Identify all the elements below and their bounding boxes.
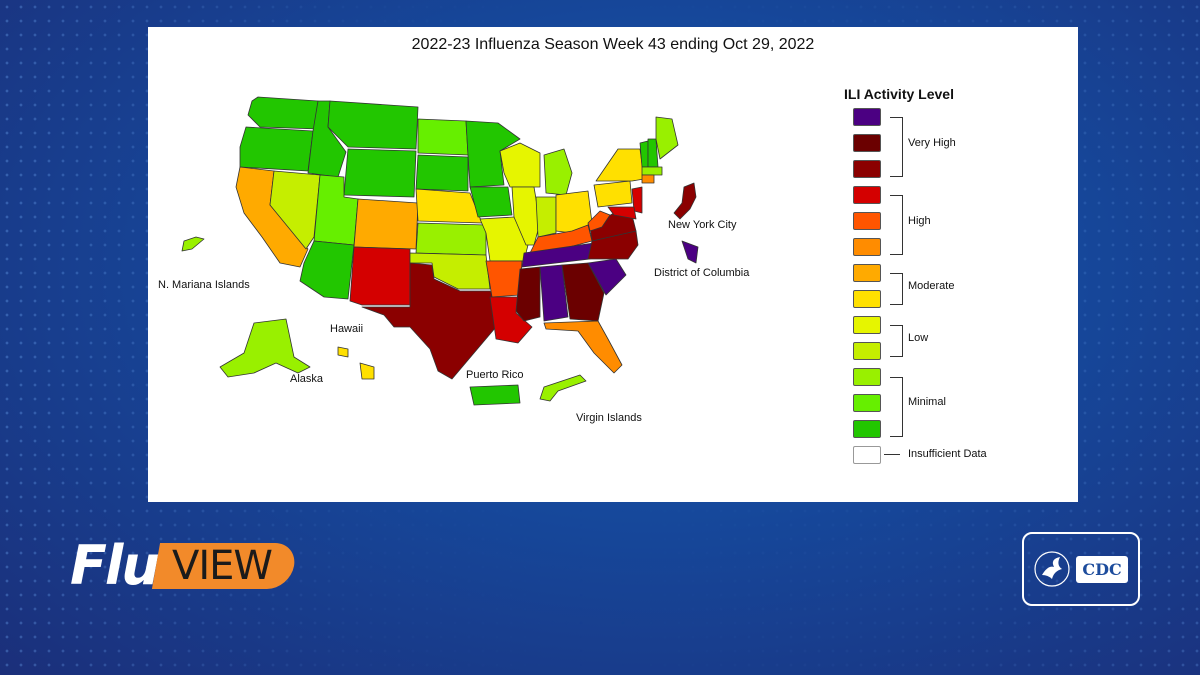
map-panel: 2022-23 Influenza Season Week 43 ending …	[148, 27, 1078, 502]
logo-view-word: VIEW	[171, 543, 272, 589]
inset-alaska	[219, 318, 311, 378]
legend-label-minimal: Minimal	[908, 396, 946, 408]
state-colorado	[353, 198, 419, 250]
bracket-moderate	[890, 273, 903, 305]
label-puerto-rico: Puerto Rico	[466, 369, 524, 381]
cdc-logo-badge: CDC	[1022, 532, 1140, 606]
label-virgin-islands: Virgin Islands	[576, 412, 642, 424]
state-connecticut	[641, 174, 655, 184]
label-alaska: Alaska	[290, 373, 324, 385]
bracket-low	[890, 325, 903, 357]
legend-title: ILI Activity Level	[844, 86, 954, 102]
state-wyoming	[343, 148, 417, 198]
label-hawaii: Hawaii	[330, 323, 364, 335]
state-west-virginia	[587, 210, 611, 232]
state-wisconsin	[499, 142, 541, 188]
legend-swatch-14	[853, 446, 881, 464]
legend-swatch-12	[853, 394, 881, 412]
legend-label-moderate: Moderate	[908, 280, 955, 292]
state-indiana	[535, 196, 557, 238]
state-georgia	[561, 262, 605, 322]
legend-swatch-4	[853, 186, 881, 204]
state-massachusetts	[641, 166, 663, 176]
logo-view-pill: VIEW	[151, 543, 298, 589]
legend-swatch-3	[853, 160, 881, 178]
state-new-mexico	[349, 246, 411, 306]
inset-virgin-islands	[539, 374, 587, 402]
legend-swatch-13	[853, 420, 881, 438]
legend-swatch-11	[853, 368, 881, 386]
state-south-carolina	[587, 258, 627, 296]
legend-swatch-1	[853, 108, 881, 126]
inset-n-mariana-islands	[181, 236, 205, 252]
insufficient-connector	[884, 454, 900, 455]
state-montana	[327, 100, 419, 150]
state-maine	[655, 116, 679, 160]
inset-puerto-rico	[469, 384, 521, 406]
state-kansas	[415, 222, 487, 256]
state-arkansas	[485, 260, 523, 298]
state-new-jersey	[631, 186, 643, 214]
inset-hawaii-big	[359, 362, 375, 380]
legend-swatch-9	[853, 316, 881, 334]
state-minnesota	[465, 120, 521, 188]
state-iowa	[469, 186, 513, 218]
bracket-minimal	[890, 377, 903, 437]
state-florida	[543, 320, 623, 374]
state-north-dakota	[417, 118, 469, 156]
map-title: 2022-23 Influenza Season Week 43 ending …	[411, 36, 815, 53]
label-district-of-columbia: District of Columbia	[654, 267, 750, 279]
legend-label-insufficient: Insufficient Data	[908, 448, 987, 460]
state-texas	[361, 262, 501, 380]
us-ili-map	[181, 96, 699, 406]
legend-swatch-6	[853, 238, 881, 256]
inset-district-of-columbia	[681, 240, 699, 264]
state-mississippi	[515, 266, 541, 322]
label-new-york-city: New York City	[668, 219, 737, 231]
legend-swatch-7	[853, 264, 881, 282]
state-washington	[247, 96, 319, 130]
legend-swatch-8	[853, 290, 881, 308]
legend-label-low: Low	[908, 332, 929, 344]
fluview-logo: Flu VIEW	[70, 534, 298, 597]
legend-swatch-10	[853, 342, 881, 360]
legend-swatch-2	[853, 134, 881, 152]
cdc-wordmark: CDC	[1076, 555, 1128, 583]
state-nevada	[269, 170, 321, 250]
state-south-dakota	[415, 154, 469, 192]
state-oregon	[239, 126, 314, 172]
legend-swatch-5	[853, 212, 881, 230]
state-maryland	[607, 206, 637, 220]
label-n-mariana-islands: N. Mariana Islands	[158, 279, 250, 291]
state-michigan	[543, 148, 573, 196]
state-pennsylvania	[593, 180, 633, 208]
state-new-york	[595, 148, 645, 182]
hhs-eagle-icon	[1034, 551, 1070, 587]
inset-hawaii	[337, 346, 349, 358]
legend-label-high: High	[908, 215, 931, 227]
logo-flu-word: Flu	[70, 534, 160, 597]
bracket-very-high	[890, 117, 903, 177]
state-alabama	[539, 264, 569, 322]
inset-new-york-city	[673, 182, 697, 220]
legend-label-very-high: Very High	[908, 137, 956, 149]
bracket-high	[890, 195, 903, 255]
